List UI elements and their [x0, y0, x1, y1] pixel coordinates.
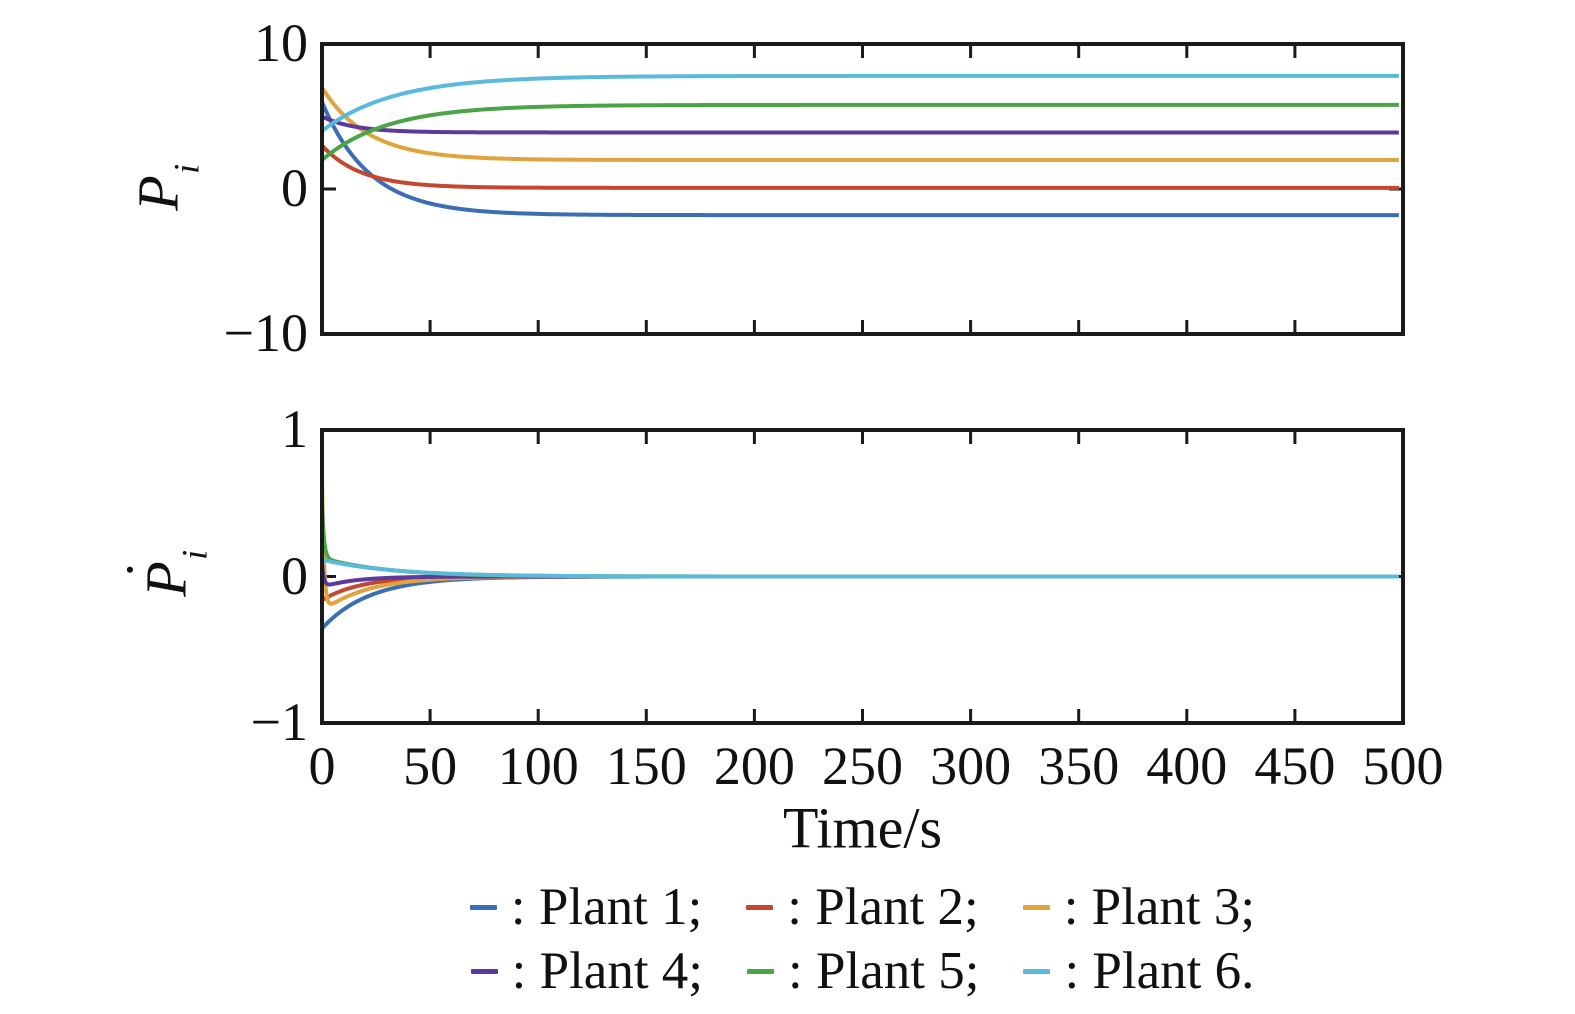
x-tick-label-8: 400: [1146, 736, 1228, 796]
curve-plant-6-derivative: [320, 557, 1399, 579]
legend-line-swatch: [469, 904, 497, 910]
y-tick-label-0-0: 10: [254, 12, 308, 73]
legend-line-swatch: [1022, 904, 1050, 910]
curve-plant-1-derivative: [320, 574, 1399, 631]
legend-row-2: : Plant 4; : Plant 5; : Plant 6.: [322, 941, 1403, 1001]
legend-item-plant-6: : Plant 6.: [1023, 941, 1254, 1001]
curve-plant-3-derivative: [320, 473, 1399, 606]
x-tick-label-5: 250: [822, 736, 903, 796]
legend-item-plant-3: : Plant 3;: [1022, 877, 1256, 937]
curve-plant-4: [320, 114, 1399, 135]
curve-plant-1: [320, 100, 1399, 218]
y-tick-label-1-1: 0: [281, 545, 308, 606]
x-tick-label-2: 100: [497, 736, 579, 796]
x-tick-label-0: 0: [308, 736, 336, 796]
legend-item-label: : Plant 1;: [510, 878, 703, 936]
x-tick-label-9: 450: [1254, 736, 1336, 796]
top-plot-frame: [320, 42, 1405, 336]
legend-item-label: : Plant 6.: [1064, 942, 1255, 1000]
y-tick-label-1-2: −1: [250, 691, 308, 752]
bottom-plot-frame: [320, 428, 1405, 725]
x-tick-label-1: 50: [403, 736, 458, 796]
legend-item-plant-1: : Plant 1;: [469, 877, 703, 937]
legend-line-swatch: [1023, 968, 1051, 974]
x-tick-label-4: 200: [713, 736, 795, 796]
curve-plant-6: [320, 73, 1399, 133]
legend-item-label: : Plant 4;: [511, 942, 704, 1000]
legend-line-swatch: [470, 968, 498, 974]
legend-item-plant-5: : Plant 5;: [747, 941, 979, 1001]
legend-item-label: : Plant 2;: [787, 878, 979, 936]
y-tick-label-0-1: 0: [281, 157, 308, 218]
curve-plant-5-derivative: [320, 501, 1399, 579]
curve-plant-5: [320, 102, 1399, 162]
legend-line-swatch: [746, 904, 774, 910]
x-tick-label-7: 350: [1038, 736, 1120, 796]
legend-item-label: : Plant 5;: [788, 942, 980, 1000]
legend-item-plant-4: : Plant 4;: [470, 941, 704, 1001]
x-tick-label-3: 150: [605, 736, 687, 796]
curve-plant-2: [320, 143, 1399, 190]
x-axis-label: Time/s: [782, 795, 943, 861]
legend-line-swatch: [747, 968, 775, 974]
curve-plant-3: [320, 85, 1399, 162]
y-tick-label-1-0: 1: [281, 398, 308, 459]
x-tick-label-10: 500: [1362, 736, 1444, 796]
y-tick-label-0-2: −10: [223, 302, 308, 363]
legend-item-plant-2: : Plant 2;: [746, 877, 979, 937]
legend-row-1: : Plant 1; : Plant 2; : Plant 3;: [322, 877, 1403, 937]
x-tick-label-6: 300: [930, 736, 1012, 796]
legend-item-label: : Plant 3;: [1063, 878, 1256, 936]
